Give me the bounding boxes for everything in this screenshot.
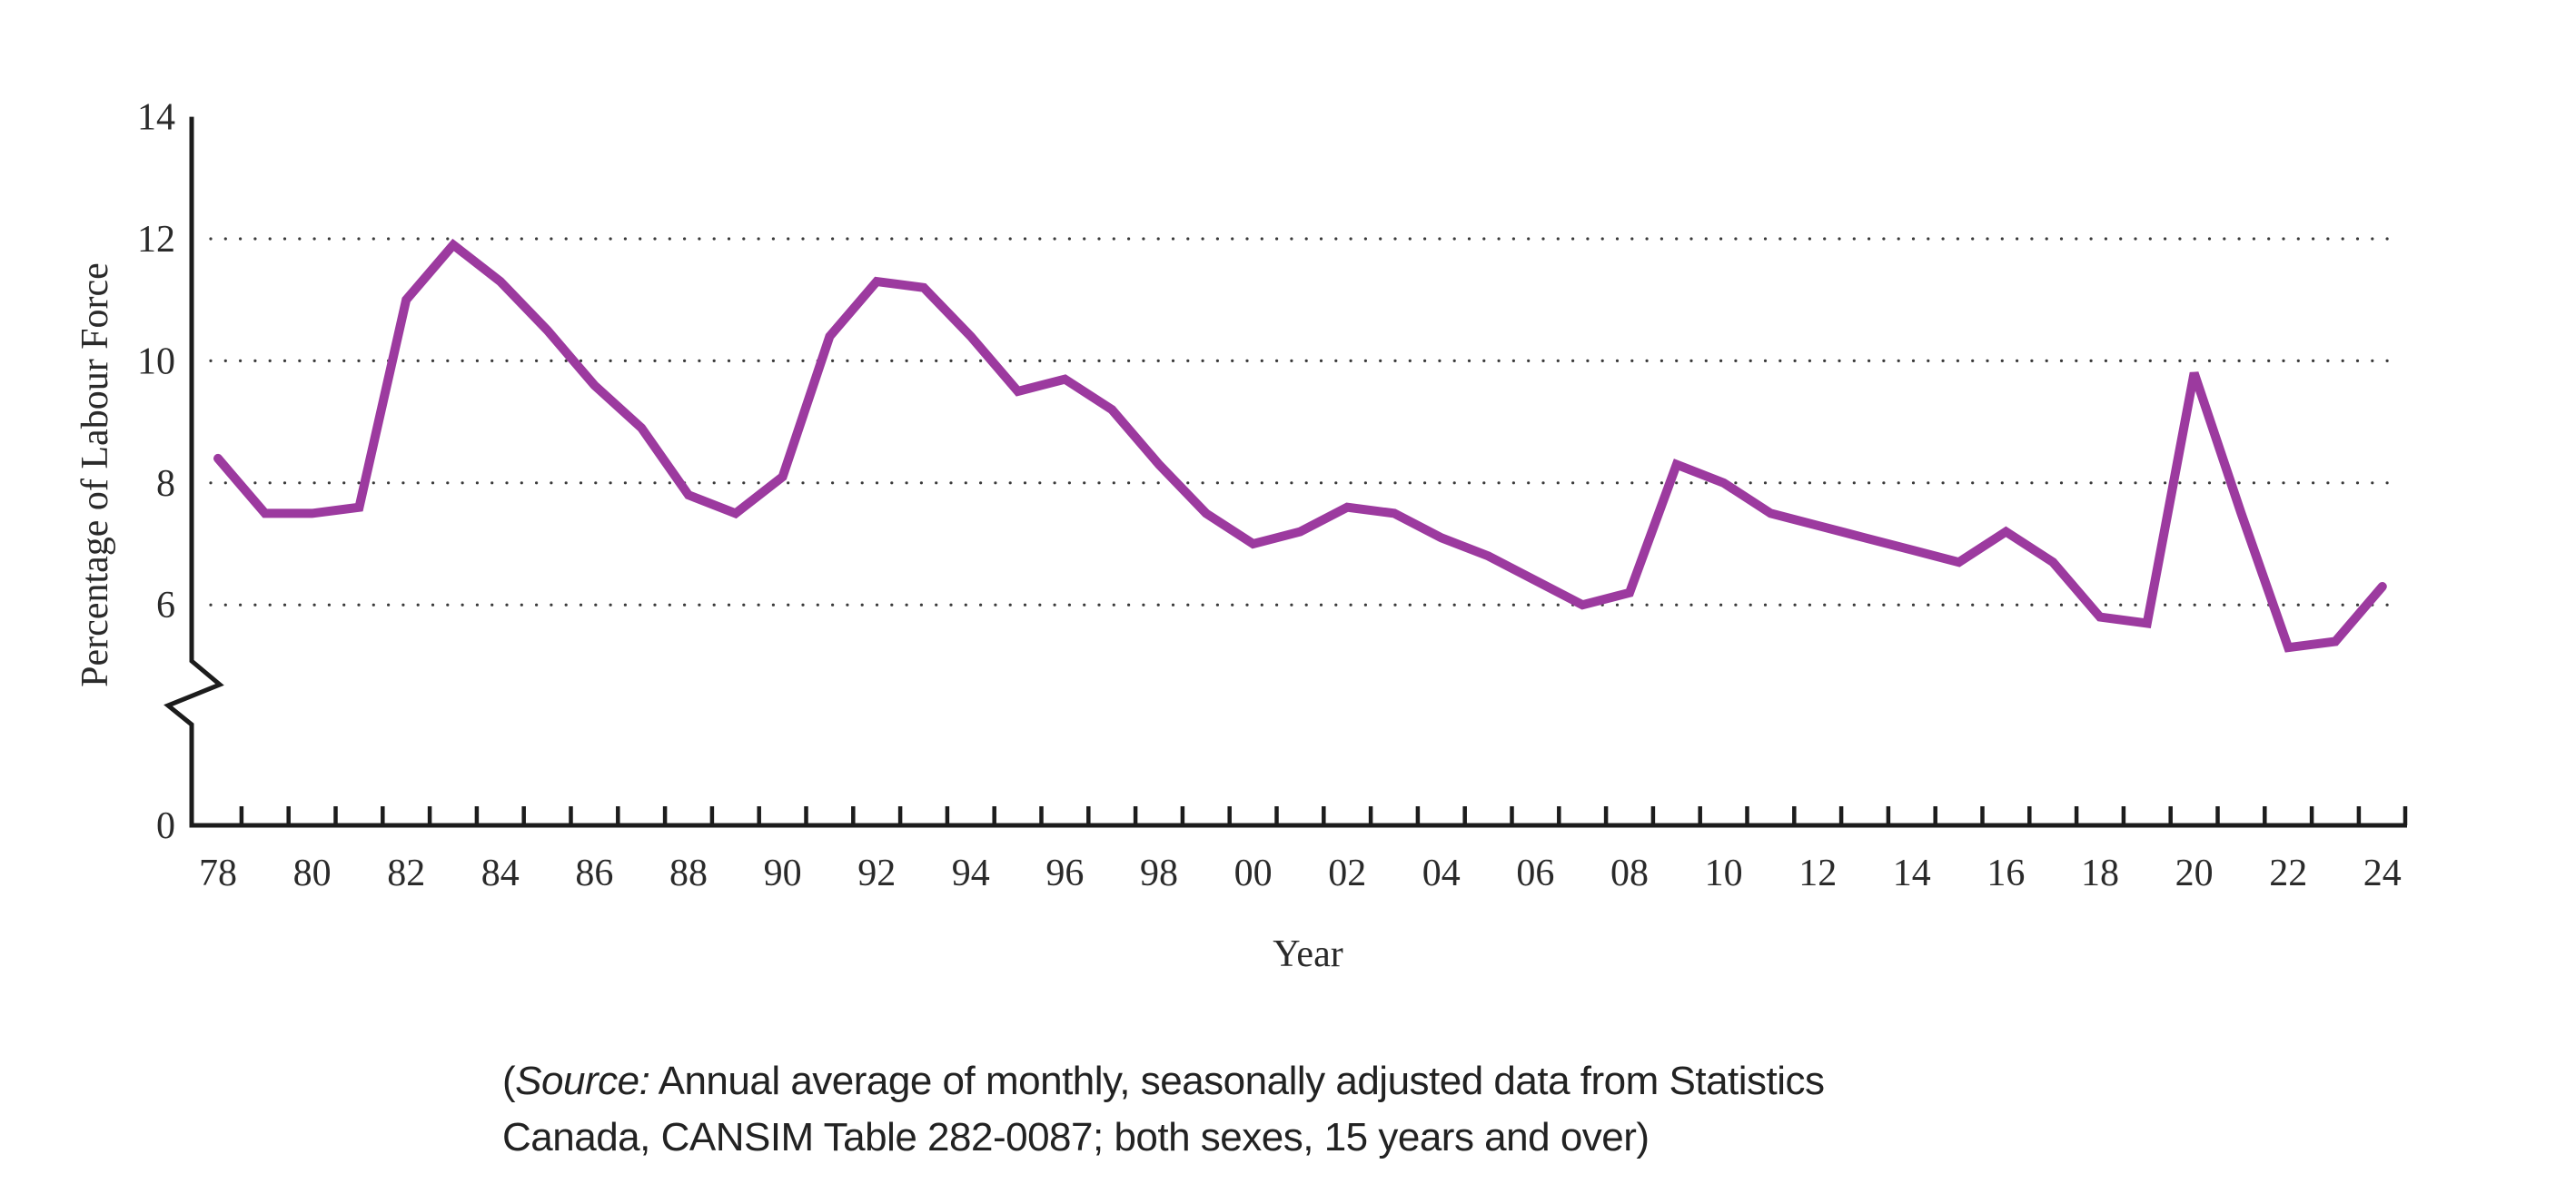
x-tick-label: 84 (481, 853, 520, 894)
source-open-paren: ( (502, 1059, 516, 1103)
x-tick-label: 20 (2175, 853, 2214, 894)
x-axis-title: Year (1273, 933, 1342, 975)
x-tick-label: 06 (1516, 853, 1554, 894)
y-tick-labels: 0 6 8 10 12 14 (137, 97, 175, 847)
y-axis-title: Percentage of Labour Force (74, 262, 116, 687)
x-tick-label: 86 (575, 853, 613, 894)
x-tick-label: 94 (952, 853, 990, 894)
y-tick-label: 0 (156, 805, 175, 847)
y-tick-label: 14 (137, 97, 175, 139)
series-group (213, 238, 2387, 653)
source-label: Source: (515, 1059, 650, 1103)
series-line (213, 238, 2387, 653)
x-axis (189, 806, 2408, 828)
y-tick-label: 10 (137, 340, 175, 382)
y-axis (163, 116, 224, 827)
x-tick-label: 80 (293, 853, 332, 894)
x-tick-label: 00 (1234, 853, 1273, 894)
x-tick-label: 24 (2363, 853, 2402, 894)
y-tick-label: 12 (137, 219, 175, 261)
y-axis-line-with-break (163, 116, 224, 827)
x-tick-label: 78 (199, 853, 237, 894)
x-tick-label: 92 (857, 853, 896, 894)
gridlines (209, 237, 2396, 607)
y-tick-label: 8 (156, 463, 175, 505)
x-tick-label: 98 (1140, 853, 1178, 894)
x-tick-label: 08 (1610, 853, 1649, 894)
x-tick-label: 18 (2081, 853, 2119, 894)
x-tick-label: 04 (1422, 853, 1461, 894)
x-tick-label: 14 (1893, 853, 1931, 894)
x-tick-label: 82 (387, 853, 425, 894)
x-tick-label: 22 (2269, 853, 2307, 894)
source-note-line-1: (Source: Annual average of monthly, seas… (502, 1053, 2046, 1110)
x-tick-label: 12 (1798, 853, 1837, 894)
y-tick-label: 6 (156, 585, 175, 627)
x-tick-labels: 78 80 82 84 86 88 90 92 94 96 98 00 02 04 06 08 10 12 14 16… (199, 853, 2402, 894)
source-text-line-1: Annual average of monthly, seasonally ad… (649, 1059, 1825, 1103)
x-tick-label: 16 (1986, 853, 2025, 894)
source-note: (Source: Annual average of monthly, seas… (502, 1053, 2046, 1166)
source-note-line-2: Canada, CANSIM Table 282-0087; both sexe… (502, 1115, 1650, 1159)
x-tick-label: 88 (669, 853, 708, 894)
x-tick-label: 96 (1045, 853, 1084, 894)
x-tick-label: 02 (1328, 853, 1366, 894)
x-tick-label: 90 (764, 853, 802, 894)
x-tick-label: 10 (1705, 853, 1743, 894)
